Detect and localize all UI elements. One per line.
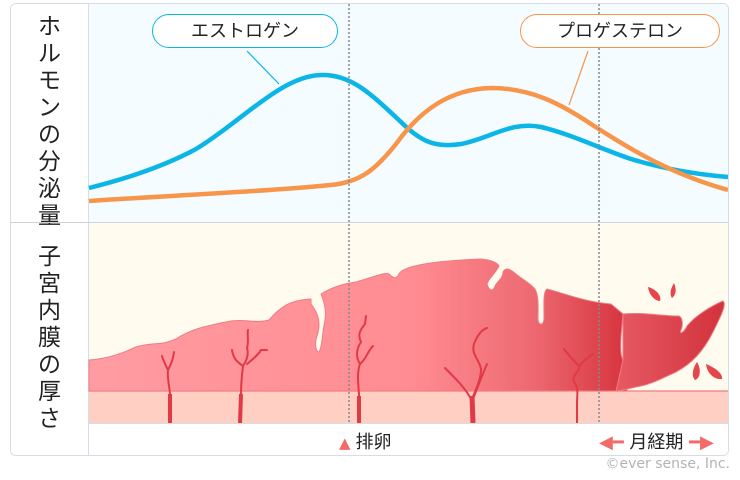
phase-axis: ▲ 排卵 ◀━ 月経期 ━▶ [89, 423, 728, 455]
ovulation-marker: ▲ 排卵 [339, 428, 392, 454]
basal-layer [89, 391, 728, 423]
label-char: 内 [38, 298, 61, 324]
progesterone-callout-line [568, 50, 589, 106]
vessel-trunk [469, 395, 476, 424]
label-char: ホ [38, 14, 61, 40]
label-char: 泌 [38, 176, 61, 202]
arrow-left-icon: ◀━ [599, 432, 624, 453]
label-char: 膜 [38, 325, 61, 351]
menstruation-label: 月経期 [629, 432, 684, 453]
label-char: 宮 [38, 271, 61, 297]
estrogen-callout-line [246, 50, 280, 85]
chart-frame: ホ ル モ ン の 分 泌 量 子 宮 内 膜 の 厚 さ [10, 3, 729, 456]
label-column: ホ ル モ ン の 分 泌 量 子 宮 内 膜 の 厚 さ [11, 4, 89, 455]
vessel-trunk [238, 393, 243, 424]
estrogen-label-text: エストロゲン [191, 21, 299, 42]
endometrium-axis-label: 子 宮 内 膜 の 厚 さ [11, 244, 88, 433]
progesterone-curve [88, 85, 728, 204]
triangle-up-icon: ▲ [339, 434, 351, 452]
progesterone-label-text: プロゲステロン [557, 21, 683, 42]
label-char: さ [38, 406, 61, 432]
endometrium-shape [88, 258, 629, 392]
label-char: 子 [38, 244, 61, 270]
label-char: の [38, 352, 61, 378]
estrogen-curve [88, 72, 728, 191]
copyright: ©ever sense, Inc. [605, 456, 730, 472]
shedding-endometrium [615, 300, 725, 392]
menstruation-marker: ◀━ 月経期 ━▶ [599, 428, 714, 454]
blood-vessels [161, 315, 594, 424]
chart-graphic [88, 4, 728, 424]
arrow-right-icon: ━▶ [689, 432, 714, 453]
label-char: 分 [38, 149, 61, 175]
label-char: の [38, 122, 61, 148]
ovulation-label: 排卵 [355, 432, 392, 453]
label-char: 厚 [38, 379, 61, 405]
progesterone-label: プロゲステロン [520, 14, 720, 48]
blood-drops [648, 283, 723, 380]
label-char: ル [38, 41, 61, 67]
panel-divider [11, 222, 728, 223]
label-char: ン [38, 95, 61, 121]
estrogen-label: エストロゲン [152, 14, 338, 48]
label-char: モ [38, 68, 61, 94]
